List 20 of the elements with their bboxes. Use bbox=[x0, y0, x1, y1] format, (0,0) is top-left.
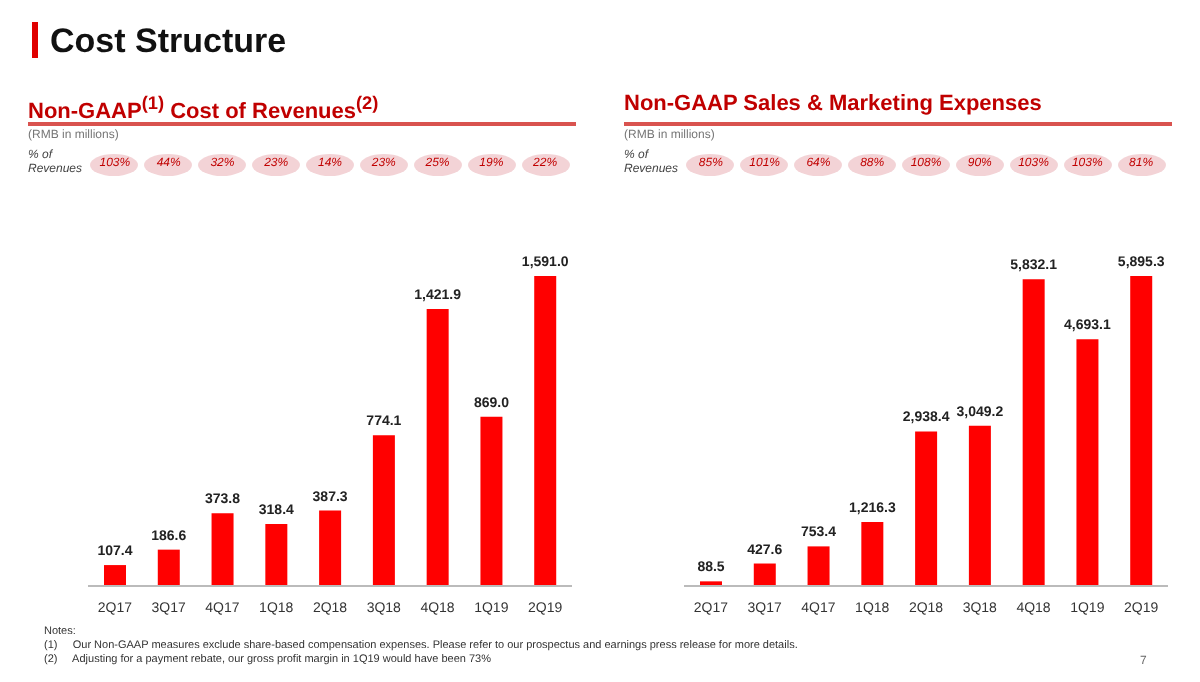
chart-title: Non-GAAP$^{(1)}$ Cost of Revenues$^{(2)}$ bbox=[28, 92, 379, 124]
bar bbox=[534, 276, 557, 586]
bar bbox=[968, 425, 991, 586]
bar bbox=[157, 549, 180, 586]
bar bbox=[915, 431, 938, 586]
bar bbox=[861, 522, 884, 586]
bar bbox=[480, 416, 503, 586]
bar bbox=[372, 435, 395, 586]
bar bbox=[1022, 279, 1045, 586]
text: Cost Structure bbox=[50, 22, 287, 62]
bar bbox=[104, 565, 126, 586]
bar bbox=[1130, 276, 1153, 586]
bar bbox=[265, 523, 288, 586]
bar bbox=[1076, 339, 1099, 586]
bar bbox=[753, 563, 776, 586]
chart-title: Non-GAAP Sales & Marketing Expenses bbox=[624, 92, 1042, 116]
bar bbox=[211, 513, 234, 586]
bar bbox=[319, 510, 342, 586]
bar bbox=[426, 308, 449, 586]
bar bbox=[807, 546, 830, 586]
